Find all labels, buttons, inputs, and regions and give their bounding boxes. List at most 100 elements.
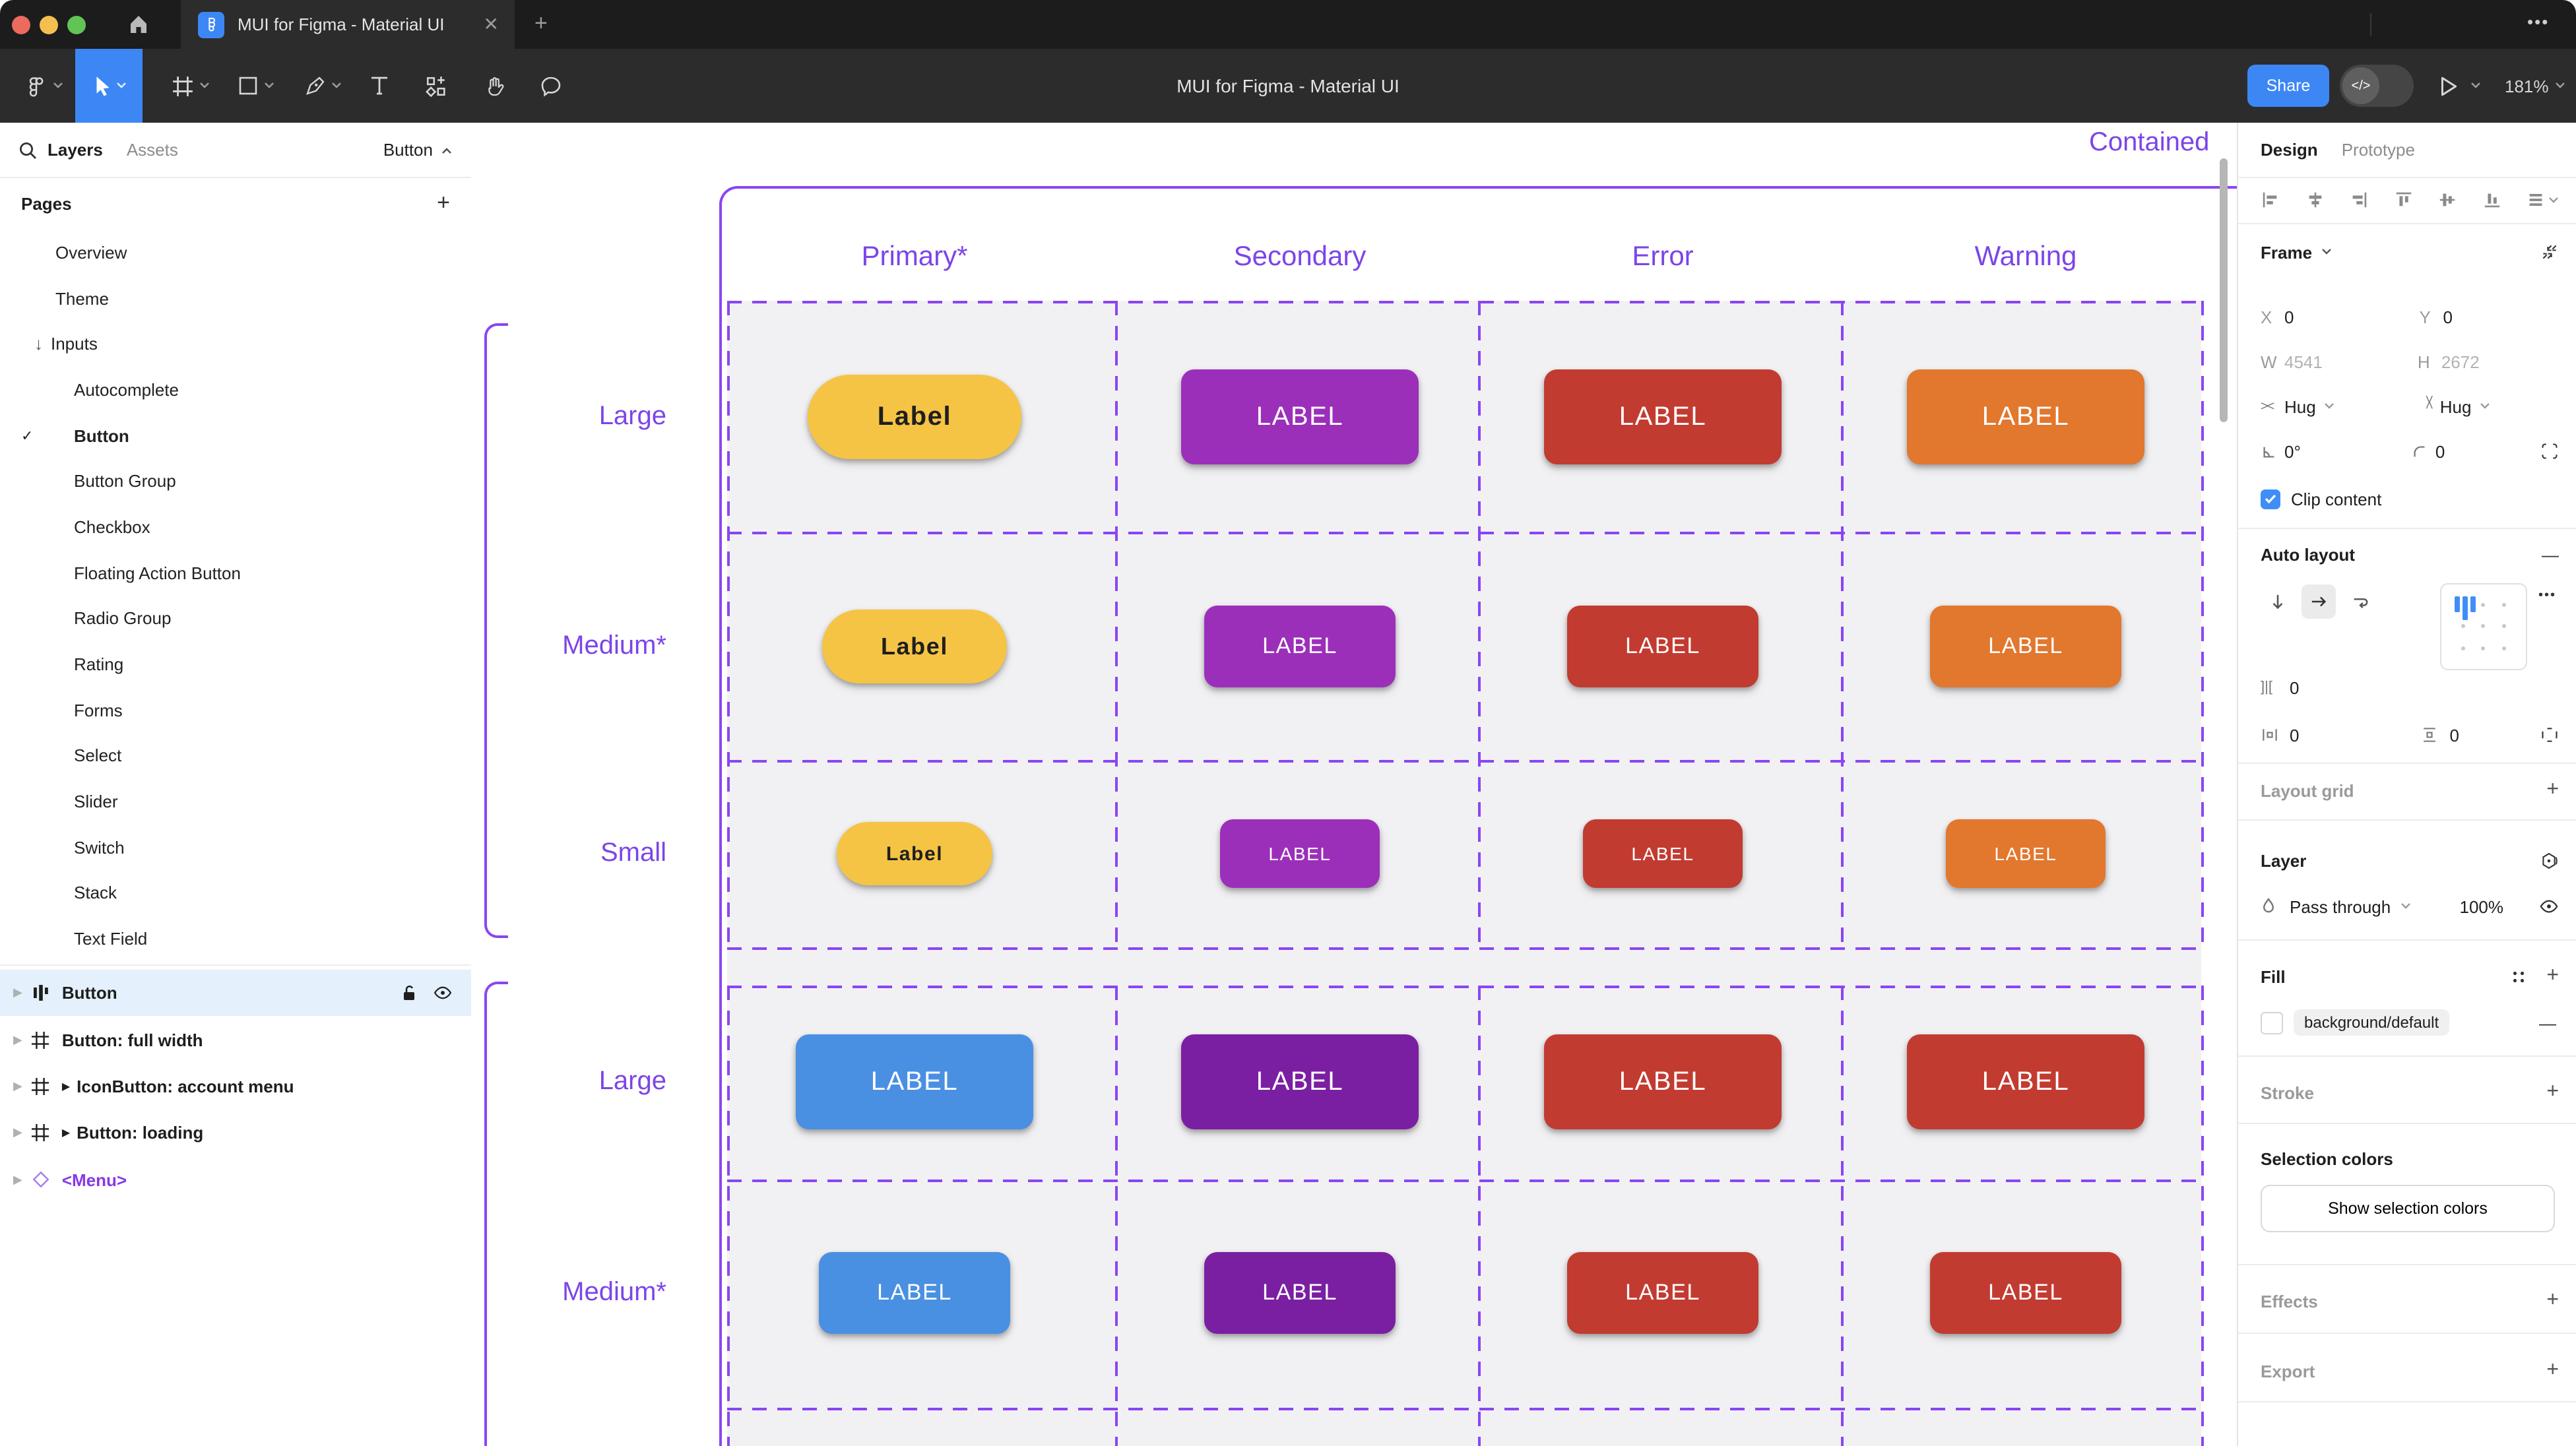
sidebar-item-select[interactable]: Select — [0, 733, 471, 778]
distribute-icon[interactable] — [2526, 190, 2559, 210]
mui-button-large-0[interactable]: Label — [808, 375, 1021, 459]
fill-style-token[interactable]: background/default — [2294, 1009, 2450, 1036]
layer-visibility-icon[interactable] — [2539, 898, 2559, 914]
mui-button-medium-1[interactable]: LABEL — [1204, 606, 1396, 687]
expand-chevron-icon[interactable]: ▶ — [13, 1125, 22, 1139]
show-selection-colors-button[interactable]: Show selection colors — [2261, 1185, 2555, 1232]
align-h-center-icon[interactable] — [2305, 190, 2325, 210]
add-stroke-button[interactable]: + — [2546, 1081, 2559, 1103]
window-zoom-button[interactable] — [67, 16, 86, 34]
frame-name-label[interactable]: Contained — [2089, 128, 2210, 157]
share-button[interactable]: Share — [2247, 65, 2329, 107]
y-field[interactable]: 0 — [2443, 307, 2453, 327]
main-menu-button[interactable] — [18, 49, 69, 123]
add-export-button[interactable]: + — [2546, 1359, 2559, 1381]
mui-button-small-0[interactable]: Label — [837, 822, 992, 885]
alignment-widget[interactable] — [2440, 583, 2527, 670]
remove-auto-layout-button[interactable]: — — [2542, 544, 2559, 564]
mui-button-medium-0[interactable]: LABEL — [819, 1252, 1010, 1334]
mui-button-small-1[interactable]: LABEL — [1220, 819, 1380, 888]
align-left-icon[interactable] — [2261, 190, 2280, 210]
home-icon[interactable] — [125, 11, 152, 37]
mui-button-large-3[interactable]: LABEL — [1907, 369, 2144, 464]
window-close-button[interactable] — [12, 16, 30, 34]
fill-row[interactable]: background/default — — [2261, 1004, 2559, 1041]
remove-fill-button[interactable]: — — [2539, 1013, 2556, 1032]
align-bottom-icon[interactable] — [2482, 190, 2501, 210]
layer-item-iconbutton-account-menu[interactable]: ▶ ▶ IconButton: account menu — [0, 1063, 471, 1110]
tab-layers[interactable]: Layers — [48, 140, 103, 160]
mui-button-large-2[interactable]: LABEL — [1544, 1034, 1782, 1129]
move-tool-button[interactable] — [75, 49, 143, 123]
layer-item-button-full-width[interactable]: ▶ Button: full width — [0, 1017, 471, 1063]
auto-layout-more-icon[interactable]: ••• — [2538, 588, 2556, 603]
sidebar-item-rating[interactable]: Rating — [0, 641, 471, 687]
mui-button-small-3[interactable]: LABEL — [1946, 819, 2106, 888]
new-tab-button[interactable]: + — [534, 11, 548, 36]
clip-content-row[interactable]: Clip content — [2261, 480, 2559, 517]
fill-styles-icon[interactable] — [2511, 969, 2525, 984]
canvas[interactable]: Contained Primary* Secondary Error Warning … — [471, 123, 2237, 1446]
sidebar-item-button-group[interactable]: Button Group — [0, 458, 471, 504]
sidebar-item-slider[interactable]: Slider — [0, 779, 471, 825]
fill-color-swatch[interactable] — [2261, 1011, 2283, 1034]
present-button[interactable] — [2439, 75, 2459, 98]
sidebar-item-text-field[interactable]: Text Field — [0, 916, 471, 962]
mui-button-large-3[interactable]: LABEL — [1907, 1034, 2144, 1129]
frame-section-title[interactable]: Frame — [2261, 242, 2313, 262]
collapse-frame-icon[interactable] — [2540, 243, 2559, 261]
vertical-layout-icon[interactable] — [2261, 584, 2295, 619]
tab-prototype[interactable]: Prototype — [2341, 140, 2415, 160]
text-tool-button[interactable] — [359, 49, 399, 123]
corner-radius-field[interactable]: 0 — [2435, 441, 2445, 461]
hug-horizontal-select[interactable]: Hug — [2284, 396, 2316, 416]
expand-chevron-icon[interactable]: ▶ — [13, 1079, 22, 1092]
add-layout-grid-button[interactable]: + — [2546, 778, 2559, 801]
sidebar-item-theme[interactable]: Theme — [0, 275, 471, 321]
align-v-center-icon[interactable] — [2437, 190, 2457, 210]
pen-tool-button[interactable] — [294, 49, 352, 123]
wrap-layout-icon[interactable] — [2342, 584, 2377, 619]
window-minimize-button[interactable] — [40, 16, 58, 34]
mui-button-medium-2[interactable]: LABEL — [1567, 606, 1758, 687]
mui-button-medium-2[interactable]: LABEL — [1567, 1252, 1758, 1334]
x-field[interactable]: 0 — [2284, 307, 2294, 327]
dev-mode-toggle[interactable]: </> — [2340, 65, 2414, 107]
window-more-icon[interactable]: ••• — [2527, 12, 2550, 32]
layer-item-button[interactable]: ▶ Button — [0, 970, 471, 1017]
hug-vertical-select[interactable]: Hug — [2439, 396, 2472, 416]
expand-chevron-icon[interactable]: ▶ — [13, 986, 22, 999]
sidebar-item-floating-action-button[interactable]: Floating Action Button — [0, 550, 471, 596]
add-page-button[interactable]: + — [437, 190, 450, 215]
mui-button-large-0[interactable]: LABEL — [796, 1034, 1033, 1129]
mui-button-medium-3[interactable]: LABEL — [1930, 606, 2121, 687]
width-field[interactable]: 4541 — [2284, 352, 2323, 371]
clip-content-checkbox[interactable] — [2261, 489, 2280, 509]
rotation-field[interactable]: 0° — [2284, 441, 2301, 461]
frame-tool-button[interactable] — [161, 49, 219, 123]
independent-corners-icon[interactable] — [2540, 442, 2559, 460]
search-icon[interactable] — [18, 141, 37, 159]
blend-mode-select[interactable]: Pass through — [2290, 896, 2391, 916]
mui-button-medium-0[interactable]: Label — [822, 610, 1007, 683]
zoom-control[interactable]: 181% — [2505, 67, 2566, 104]
independent-padding-icon[interactable] — [2540, 726, 2559, 744]
layer-item-button-loading[interactable]: ▶ ▶ Button: loading — [0, 1110, 471, 1156]
sidebar-item-radio-group[interactable]: Radio Group — [0, 596, 471, 641]
mui-button-large-1[interactable]: LABEL — [1181, 369, 1419, 464]
align-top-icon[interactable] — [2393, 190, 2413, 210]
tab-assets[interactable]: Assets — [126, 140, 178, 160]
blend-mode-icon[interactable] — [2539, 850, 2559, 870]
sidebar-item-overview[interactable]: Overview — [0, 230, 471, 275]
padding-vertical-field[interactable]: 0 — [2449, 725, 2459, 745]
add-fill-button[interactable]: + — [2546, 964, 2559, 987]
present-chevron-icon[interactable] — [2470, 82, 2481, 90]
expand-chevron-icon[interactable]: ▶ — [13, 1172, 22, 1186]
sidebar-item-autocomplete[interactable]: Autocomplete — [0, 367, 471, 412]
sidebar-item-forms[interactable]: Forms — [0, 687, 471, 733]
sidebar-item-button[interactable]: ✓ Button — [0, 413, 471, 458]
height-field[interactable]: 2672 — [2441, 352, 2480, 371]
sidebar-item-stack[interactable]: Stack — [0, 870, 471, 916]
sidebar-item-checkbox[interactable]: Checkbox — [0, 504, 471, 550]
comment-tool-button[interactable] — [527, 49, 574, 123]
